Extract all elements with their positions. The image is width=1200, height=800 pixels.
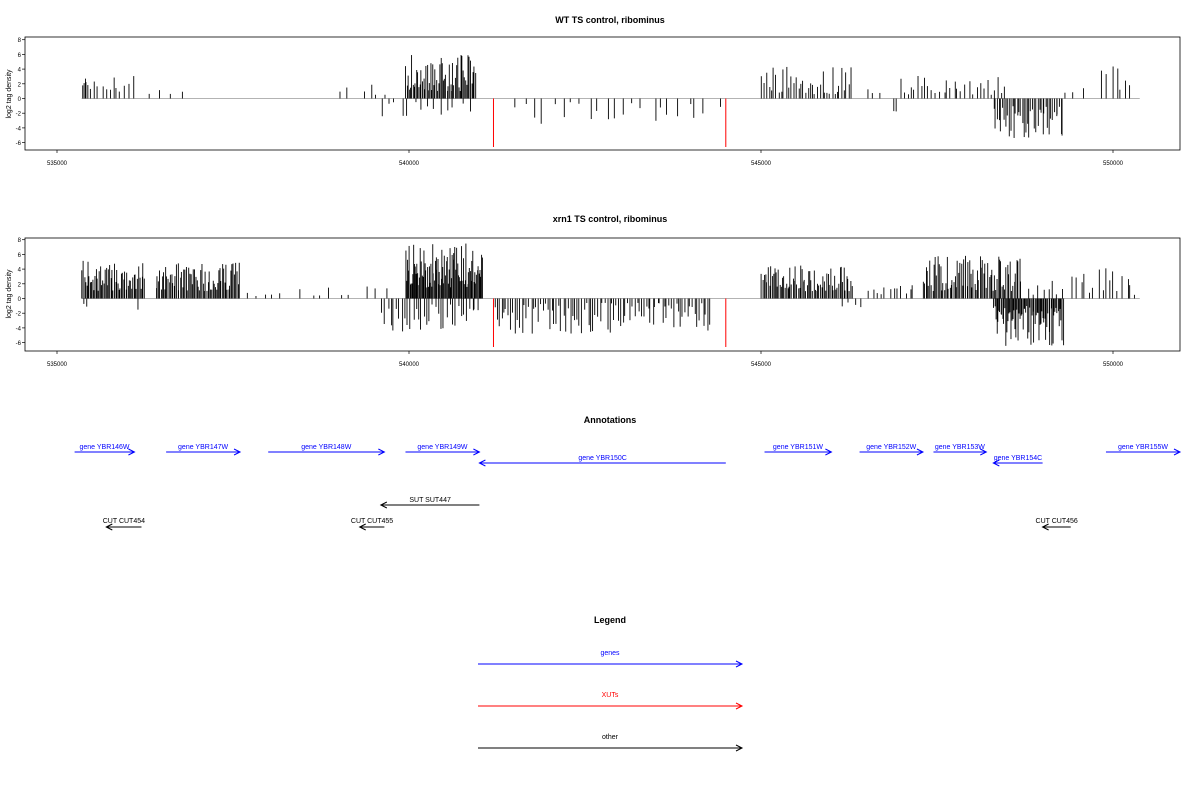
feature-label: SUT SUT447 — [409, 497, 451, 504]
arrow-head-icon — [105, 523, 113, 531]
feature-gene-ybr153w: gene YBR153W — [933, 444, 988, 456]
y-tick-label: 2 — [18, 282, 22, 288]
arrow-head-icon — [1173, 448, 1182, 456]
x-axis: 535000 540000 545000 550000 — [47, 351, 1124, 368]
y-tick-label: 2 — [18, 82, 22, 88]
arrow-head-icon — [992, 459, 1000, 467]
y-tick-label: -4 — [16, 126, 22, 132]
y-axis-label: log2 tag density — [6, 269, 13, 319]
legend-label: other — [602, 734, 619, 741]
y-tick-label: 8 — [18, 38, 22, 44]
feature-gene-ybr149w: gene YBR149W — [405, 444, 481, 456]
feature-label: gene YBR149W — [417, 444, 467, 451]
y-tick-label: -4 — [16, 326, 22, 332]
x-tick-label: 550000 — [1103, 362, 1124, 368]
feature-gene-ybr147w: gene YBR147W — [166, 444, 242, 456]
y-tick-label: -2 — [16, 312, 22, 318]
x-tick-label: 550000 — [1103, 161, 1124, 167]
arrow-head-icon — [379, 501, 388, 509]
y-tick-label: 8 — [18, 238, 22, 244]
feature-label: gene YBR154C — [994, 455, 1043, 462]
annotations-title: Annotations — [584, 415, 637, 425]
x-tick-label: 540000 — [399, 362, 420, 368]
arrow-head-icon — [916, 448, 925, 456]
feature-label: gene YBR155W — [1118, 444, 1168, 451]
feature-label: CUT CUT454 — [103, 518, 145, 525]
feature-label: gene YBR146W — [79, 444, 129, 451]
feature-label: gene YBR152W — [866, 444, 916, 451]
arrow-head-icon — [378, 448, 386, 456]
y-tick-label: -6 — [16, 141, 22, 147]
arrow-head-icon — [358, 523, 366, 531]
feature-cut-cut455: CUT CUT455 — [351, 518, 393, 531]
arrow-head-icon — [735, 702, 744, 710]
plot-frame — [24, 237, 1181, 352]
legend-item-xuts: XUTs — [478, 692, 744, 710]
feature-label: CUT CUT455 — [351, 518, 393, 525]
legend-item-other: other — [478, 734, 744, 752]
feature-label: CUT CUT456 — [1036, 518, 1078, 525]
feature-cut-cut454: CUT CUT454 — [103, 518, 145, 531]
annotations-track: Annotations gene YBR146W gene YBR147W gene… — [74, 415, 1182, 531]
y-tick-label: 4 — [18, 268, 22, 274]
legend-label: XUTs — [602, 692, 619, 699]
coverage-bars — [82, 54, 1131, 138]
feature-gene-ybr150c: gene YBR150C — [478, 455, 726, 467]
y-tick-label: 0 — [18, 97, 22, 103]
feature-gene-ybr155w: gene YBR155W — [1105, 444, 1182, 456]
y-axis-label: log2 tag density — [6, 69, 13, 119]
y-tick-label: 6 — [18, 53, 22, 59]
x-tick-label: 540000 — [399, 161, 420, 167]
feature-gene-ybr146w: gene YBR146W — [74, 444, 136, 456]
arrow-head-icon — [735, 744, 744, 752]
panel-title: xrn1 TS control, ribominus — [553, 214, 668, 224]
feature-label: gene YBR148W — [301, 444, 351, 451]
arrow-head-icon — [473, 448, 481, 456]
legend-label: genes — [600, 650, 620, 657]
y-tick-label: -2 — [16, 112, 22, 118]
y-tick-label: 0 — [18, 297, 22, 303]
arrow-head-icon — [825, 448, 833, 456]
feature-gene-ybr154c: gene YBR154C — [992, 455, 1043, 467]
feature-label: gene YBR147W — [178, 444, 228, 451]
legend-title: Legend — [594, 615, 626, 625]
x-axis: 535000 540000 545000 550000 — [47, 150, 1124, 167]
x-tick-label: 545000 — [751, 362, 772, 368]
coverage-bars — [81, 243, 1135, 346]
xrn1-coverage-panel: xrn1 TS control, ribominus log2 tag dens… — [6, 214, 1181, 368]
feature-sut-sut447: SUT SUT447 — [379, 497, 480, 509]
arrow-head-icon — [980, 448, 988, 456]
plot-frame — [24, 36, 1181, 151]
y-axis: 8 6 4 2 0 -2 -4 -6 — [16, 38, 25, 147]
feature-label: gene YBR153W — [935, 444, 985, 451]
wt-coverage-panel: WT TS control, ribominus log2 tag densit… — [6, 15, 1181, 167]
x-tick-label: 535000 — [47, 161, 68, 167]
x-tick-label: 545000 — [751, 161, 772, 167]
legend: Legend genes XUTs other — [478, 615, 744, 752]
xut-markers — [492, 98, 727, 148]
feature-label: gene YBR151W — [773, 444, 823, 451]
feature-gene-ybr148w: gene YBR148W — [268, 444, 386, 456]
arrow-head-icon — [128, 448, 136, 456]
legend-item-genes: genes — [478, 650, 744, 668]
xut-markers — [492, 298, 727, 348]
panel-title: WT TS control, ribominus — [555, 15, 665, 25]
y-axis: 8 6 4 2 0 -2 -4 -6 — [16, 238, 25, 347]
y-tick-label: 6 — [18, 253, 22, 259]
feature-gene-ybr151w: gene YBR151W — [764, 444, 833, 456]
arrow-head-icon — [233, 448, 242, 456]
feature-gene-ybr152w: gene YBR152W — [859, 444, 925, 456]
feature-cut-cut456: CUT CUT456 — [1036, 518, 1078, 531]
y-tick-label: -6 — [16, 341, 22, 347]
feature-label: gene YBR150C — [578, 455, 627, 462]
y-tick-label: 4 — [18, 68, 22, 74]
arrow-head-icon — [478, 459, 486, 467]
x-tick-label: 535000 — [47, 362, 68, 368]
arrow-head-icon — [735, 660, 744, 668]
arrow-head-icon — [1041, 523, 1049, 531]
